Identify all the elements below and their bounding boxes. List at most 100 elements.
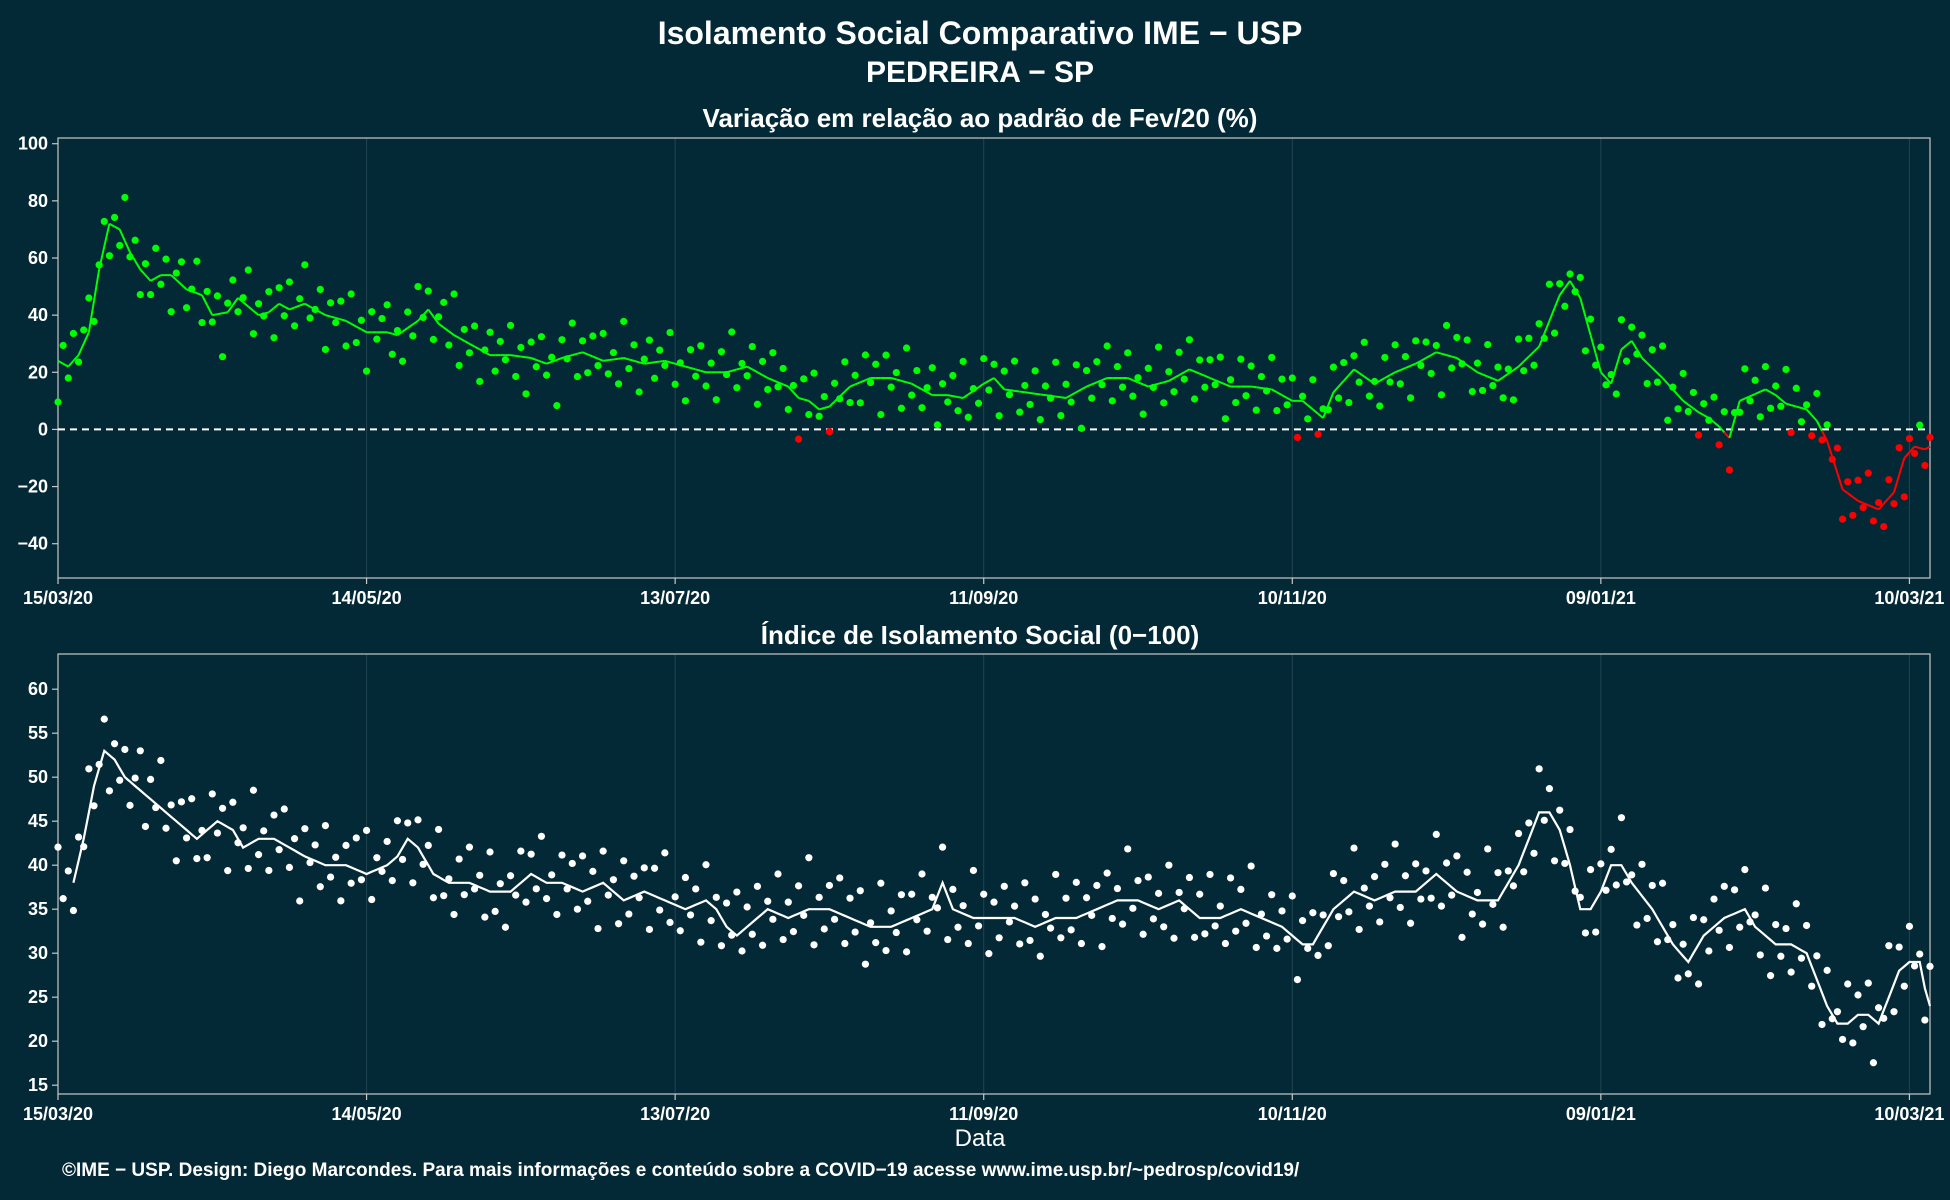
data-point: [1185, 336, 1194, 344]
data-point: [522, 390, 530, 398]
data-point: [1149, 915, 1158, 923]
data-point: [296, 897, 304, 905]
data-point: [1802, 401, 1811, 409]
trend-segment: [854, 381, 861, 386]
trend-segment: [170, 274, 177, 281]
data-point: [1252, 943, 1260, 952]
data-point: [1288, 892, 1296, 900]
data-point: [779, 364, 787, 373]
data-point: [1000, 882, 1008, 890]
trend-segment: [577, 351, 583, 355]
data-point: [1592, 928, 1600, 936]
data-point: [1525, 334, 1533, 342]
trend-segment: [57, 359, 64, 365]
data-point: [1890, 1008, 1898, 1016]
data-point: [1190, 395, 1199, 403]
data-point: [1900, 493, 1908, 501]
trend-segment: [1332, 385, 1340, 393]
data-point: [1720, 882, 1728, 890]
data-point: [1160, 399, 1168, 407]
data-point: [1314, 951, 1322, 960]
data-point: [1900, 982, 1908, 990]
x-axis-title: Data: [955, 1125, 1006, 1152]
data-point: [1782, 924, 1790, 933]
data-point: [64, 867, 72, 875]
data-point: [1710, 393, 1718, 401]
data-point: [1746, 397, 1754, 405]
data-point: [1736, 408, 1744, 416]
data-point: [846, 398, 854, 407]
trend-segment: [1630, 340, 1638, 350]
trend-segment: [1477, 371, 1483, 376]
trend-segment: [1796, 405, 1802, 409]
data-point: [1432, 341, 1440, 350]
data-point: [666, 918, 674, 927]
data-point: [1005, 918, 1014, 926]
data-point: [1514, 335, 1523, 343]
data-point: [1376, 918, 1384, 926]
trend-segment: [1209, 377, 1216, 382]
trend-segment: [1620, 344, 1628, 351]
data-point: [733, 888, 741, 896]
trend-segment: [206, 304, 214, 316]
data-point: [1617, 316, 1626, 324]
data-point: [594, 924, 602, 933]
trend-segment: [1168, 377, 1175, 382]
data-point: [882, 946, 890, 955]
trend-segment: [412, 320, 419, 326]
data-point: [609, 348, 618, 357]
data-point: [702, 382, 710, 390]
data-point: [1787, 428, 1795, 437]
data-point: [897, 404, 906, 412]
data-point: [599, 847, 607, 855]
data-point: [203, 287, 211, 296]
data-point: [800, 911, 808, 919]
data-point: [1705, 416, 1713, 424]
trend-segment: [1189, 368, 1195, 373]
data-point: [1175, 888, 1183, 897]
data-point: [1849, 1039, 1857, 1047]
data-point: [1833, 1008, 1842, 1016]
trend-segment: [1523, 355, 1530, 363]
data-point: [573, 905, 582, 913]
data-point: [1062, 380, 1070, 388]
data-point: [1360, 884, 1368, 892]
data-point: [1237, 355, 1245, 363]
data-point: [501, 356, 510, 364]
data-point: [167, 801, 175, 809]
data-point: [491, 907, 499, 916]
y-tick-label: 0: [38, 419, 48, 439]
data-point: [1026, 936, 1034, 945]
data-point: [398, 357, 407, 365]
data-point: [877, 410, 885, 419]
x-tick-label: 10/11/20: [1258, 1104, 1327, 1124]
data-point: [249, 786, 258, 794]
data-point: [1895, 943, 1903, 951]
data-point: [1160, 923, 1168, 931]
data-point: [964, 413, 972, 421]
data-point: [383, 837, 391, 846]
trend-segment: [551, 358, 558, 363]
data-point: [275, 284, 283, 292]
trend-segment: [1466, 364, 1473, 370]
data-point: [1715, 441, 1723, 449]
data-point: [126, 801, 134, 809]
data-point: [1478, 386, 1487, 395]
trend-segment: [541, 360, 547, 365]
trend-segment: [792, 391, 800, 399]
trend-segment: [659, 359, 665, 363]
trend-segment: [633, 359, 640, 364]
data-point: [1448, 891, 1456, 899]
data-point: [465, 843, 474, 851]
data-point: [594, 361, 602, 370]
data-point: [1021, 879, 1029, 887]
trend-segment: [1661, 377, 1669, 385]
trend-segment: [62, 362, 69, 368]
data-point: [260, 827, 268, 835]
data-point: [260, 312, 268, 320]
data-point: [198, 318, 206, 327]
data-point: [64, 374, 72, 382]
data-point: [1777, 402, 1785, 410]
data-point: [1859, 503, 1867, 512]
trend-segment: [865, 377, 871, 382]
